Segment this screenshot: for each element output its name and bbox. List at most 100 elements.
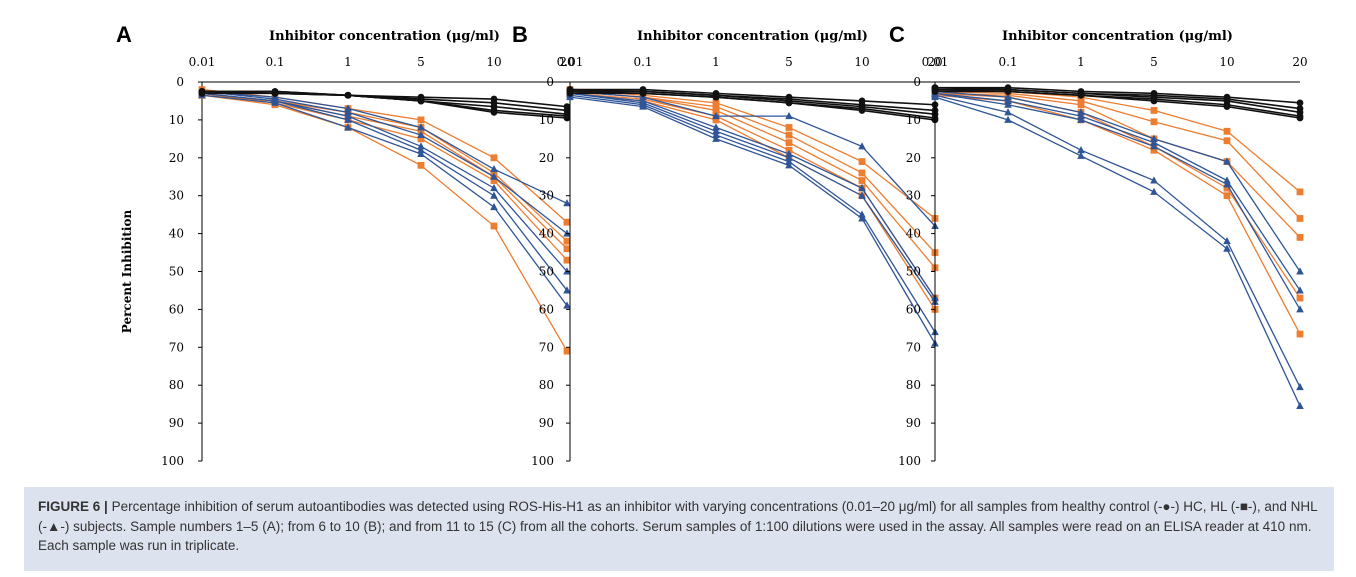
series-line (934, 92, 1301, 291)
y-axis-title: Percent Inhibition (120, 210, 134, 334)
figure-caption: FIGURE 6 | Percentage inhibition of seru… (24, 487, 1334, 571)
data-point-triangle (271, 98, 279, 106)
data-point-triangle (858, 142, 866, 150)
data-point-square (490, 222, 498, 230)
data-point-triangle (563, 301, 571, 309)
series-line (202, 90, 568, 112)
data-point-triangle (1296, 382, 1304, 391)
y-tick-label: 90 (539, 416, 554, 430)
y-tick-label: 70 (169, 340, 184, 354)
data-point-square (1223, 184, 1231, 192)
series-line (569, 92, 936, 299)
series-line (201, 94, 568, 306)
series-line (934, 88, 1301, 193)
x-tick-label: 5 (1150, 55, 1158, 69)
series-line (201, 90, 568, 235)
y-tick-label: 70 (906, 340, 921, 354)
data-point-triangle (1223, 176, 1231, 184)
data-point-triangle (785, 149, 793, 158)
x-tick-label: 1 (344, 55, 352, 69)
data-point-triangle (1296, 286, 1304, 294)
x-tick-label: 10 (1219, 55, 1234, 69)
data-point-triangle (1077, 115, 1085, 123)
data-point-square (490, 177, 498, 184)
data-point-triangle (785, 157, 793, 165)
y-tick-label: 60 (906, 302, 921, 316)
x-tick-label: 0.01 (557, 55, 584, 69)
y-tick-label: 20 (539, 151, 554, 165)
data-point-triangle (1077, 111, 1085, 120)
data-point-square (712, 107, 720, 114)
y-tick-label: 100 (898, 454, 921, 468)
series-line (570, 88, 936, 106)
data-point-triangle (490, 164, 498, 173)
panel-label: B (512, 22, 528, 47)
data-point-triangle (490, 183, 498, 192)
y-tick-label: 90 (169, 416, 184, 430)
data-point-triangle (563, 199, 571, 207)
data-point-triangle (490, 172, 498, 180)
data-point-circle (931, 88, 939, 95)
y-tick-label: 10 (169, 113, 184, 127)
y-tick-label: 60 (539, 302, 554, 316)
series-line (934, 90, 1301, 272)
series-line (569, 92, 936, 303)
panel-label: C (889, 22, 905, 47)
series-nhl (198, 89, 571, 275)
y-tick-label: 10 (539, 113, 554, 127)
data-point-circle (858, 107, 866, 114)
series-hc (566, 89, 939, 124)
data-point-square (490, 154, 498, 162)
data-point-triangle (1223, 244, 1231, 252)
series-line (201, 90, 568, 204)
y-tick-label: 30 (906, 189, 921, 203)
y-tick-label: 0 (176, 75, 184, 89)
data-point-triangle (1296, 401, 1304, 410)
data-point-circle (785, 99, 793, 107)
data-point-square (1150, 107, 1158, 114)
series-line (935, 90, 1301, 119)
chart-panel-a: A Inhibitor concentration (μg/ml) 0.01 0.1 1… (116, 22, 575, 468)
series-line (202, 92, 568, 119)
data-point-square (1150, 118, 1158, 126)
x-axis-title: Inhibitor concentration (μg/ml) (637, 29, 868, 44)
data-point-triangle (490, 191, 498, 199)
data-point-triangle (1150, 134, 1158, 142)
series-line (935, 88, 1301, 114)
x-axis-title: Inhibitor concentration (μg/ml) (1002, 29, 1233, 44)
x-tick-label: 10 (486, 55, 501, 69)
data-point-circle (1150, 97, 1158, 105)
data-point-circle (566, 89, 574, 97)
data-point-triangle (344, 115, 352, 123)
data-point-square (417, 161, 425, 169)
data-point-triangle (1077, 146, 1085, 154)
data-point-triangle (931, 92, 939, 101)
data-point-square (563, 237, 571, 245)
series-nhl (931, 92, 1304, 410)
data-point-circle (490, 108, 498, 116)
data-point-square (785, 131, 793, 139)
data-point-triangle (712, 123, 720, 131)
data-point-triangle (563, 229, 571, 237)
series-line (935, 86, 1301, 104)
x-tick-label: 20 (559, 55, 574, 69)
data-point-square (712, 99, 720, 107)
data-point-triangle (1150, 138, 1158, 146)
x-tick-label: 0.01 (189, 55, 216, 69)
data-point-square (712, 116, 720, 124)
y-tick-label: 70 (539, 340, 554, 354)
data-point-circle (271, 89, 279, 97)
data-point-square (563, 256, 571, 264)
data-point-triangle (1296, 267, 1304, 275)
data-point-triangle (785, 111, 793, 120)
series-line (201, 94, 568, 352)
data-point-triangle (1004, 96, 1012, 104)
data-point-triangle (1150, 142, 1158, 150)
data-point-triangle (712, 111, 720, 120)
data-point-triangle (1150, 187, 1158, 195)
caption-text: Percentage inhibition of serum autoantib… (38, 499, 1318, 553)
data-point-square (1296, 294, 1304, 302)
data-point-square (1296, 330, 1304, 338)
y-tick-label: 50 (169, 265, 184, 279)
series-hl (198, 91, 571, 253)
